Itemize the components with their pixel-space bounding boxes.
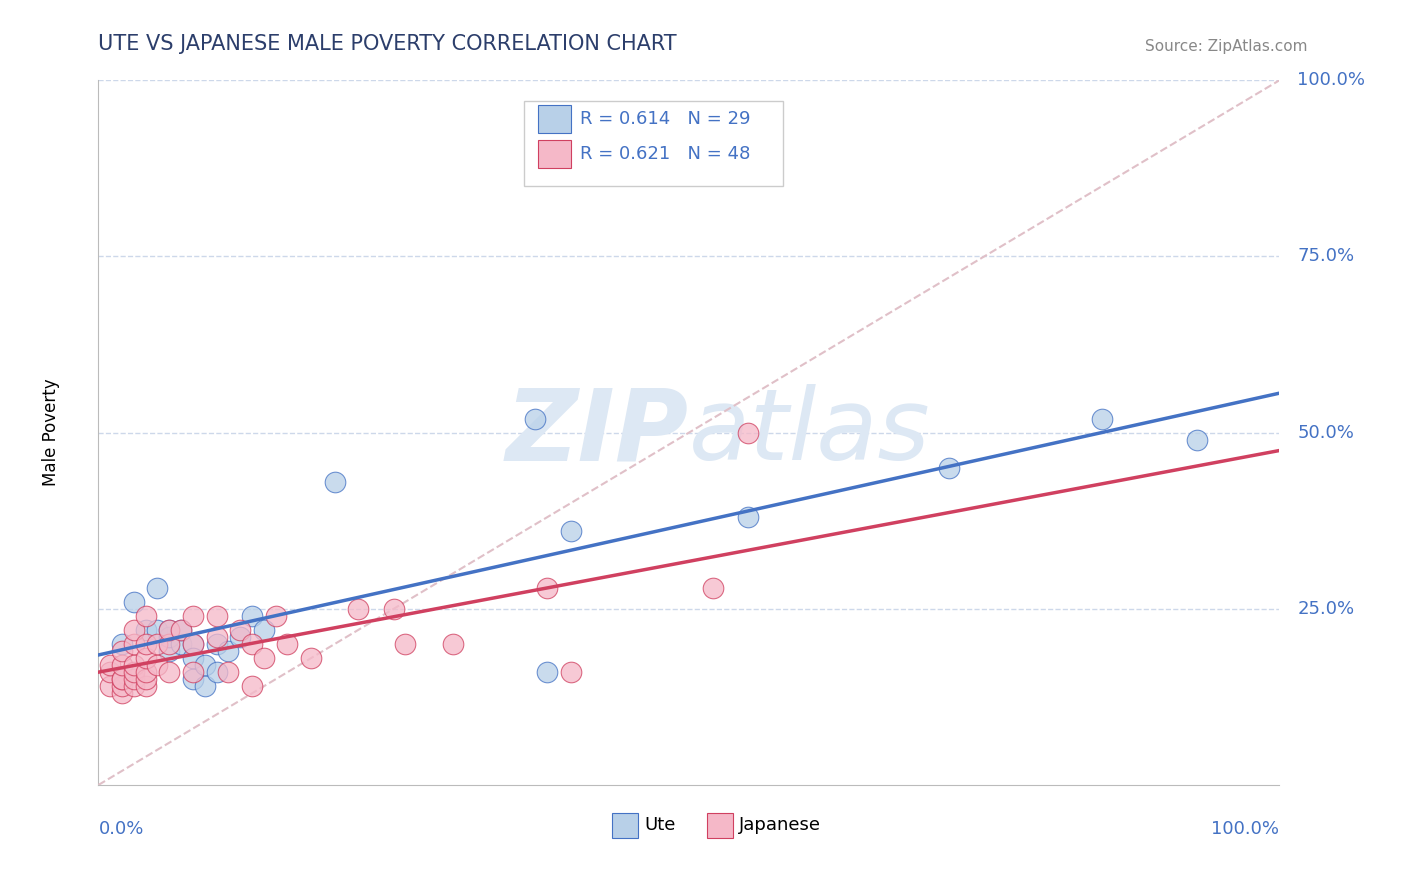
Point	[170, 623, 193, 637]
Point	[240, 637, 263, 651]
Point	[938, 460, 960, 475]
Point	[264, 608, 287, 623]
Point	[157, 637, 180, 651]
Point	[441, 637, 464, 651]
Point	[536, 581, 558, 595]
Point	[135, 608, 157, 623]
Text: 50.0%: 50.0%	[1298, 424, 1354, 442]
Point	[205, 665, 228, 680]
Point	[146, 637, 169, 651]
Point	[229, 630, 252, 644]
Point	[181, 608, 204, 623]
Point	[181, 665, 204, 680]
Point	[122, 637, 145, 651]
Point	[135, 623, 157, 637]
Point	[170, 637, 193, 651]
Point	[111, 686, 134, 700]
Point	[217, 644, 239, 658]
Point	[181, 673, 204, 687]
Point	[135, 651, 157, 665]
Point	[111, 673, 134, 687]
Text: 100.0%: 100.0%	[1298, 71, 1365, 89]
Point	[1091, 411, 1114, 425]
Text: 25.0%: 25.0%	[1298, 599, 1354, 618]
Point	[205, 608, 228, 623]
Point	[181, 637, 204, 651]
Point	[205, 630, 228, 644]
Point	[240, 608, 263, 623]
Point	[122, 595, 145, 609]
Bar	[707, 814, 733, 838]
Point	[276, 637, 298, 651]
Point	[135, 679, 157, 693]
Text: 100.0%: 100.0%	[1212, 821, 1279, 838]
Text: ZIP: ZIP	[506, 384, 689, 481]
Point	[157, 644, 180, 658]
Point	[1185, 433, 1208, 447]
Point	[157, 630, 180, 644]
Text: R = 0.621   N = 48: R = 0.621 N = 48	[581, 145, 751, 163]
Point	[98, 679, 121, 693]
Point	[111, 658, 134, 673]
Point	[135, 637, 157, 651]
Point	[253, 623, 276, 637]
Point	[122, 679, 145, 693]
Text: UTE VS JAPANESE MALE POVERTY CORRELATION CHART: UTE VS JAPANESE MALE POVERTY CORRELATION…	[98, 34, 678, 54]
Point	[229, 623, 252, 637]
Point	[111, 673, 134, 687]
Point	[111, 679, 134, 693]
Text: Male Poverty: Male Poverty	[42, 379, 60, 486]
Point	[737, 510, 759, 524]
Point	[135, 665, 157, 680]
Point	[146, 623, 169, 637]
Point	[122, 665, 145, 680]
Point	[111, 637, 134, 651]
Point	[170, 623, 193, 637]
Point	[146, 581, 169, 595]
FancyBboxPatch shape	[523, 102, 783, 186]
Text: atlas: atlas	[689, 384, 931, 481]
Bar	[537, 140, 571, 169]
Point	[240, 679, 263, 693]
Point	[135, 673, 157, 687]
Text: 0.0%: 0.0%	[98, 821, 143, 838]
Point	[181, 637, 204, 651]
Point	[347, 601, 370, 615]
Text: Ute: Ute	[644, 816, 675, 834]
Point	[253, 651, 276, 665]
Point	[299, 651, 322, 665]
Point	[157, 623, 180, 637]
Point	[157, 623, 180, 637]
Text: 75.0%: 75.0%	[1298, 247, 1354, 266]
Point	[98, 658, 121, 673]
Point	[737, 425, 759, 440]
Text: R = 0.614   N = 29: R = 0.614 N = 29	[581, 110, 751, 128]
Point	[217, 665, 239, 680]
Point	[524, 411, 547, 425]
Point	[205, 637, 228, 651]
Point	[157, 665, 180, 680]
Bar	[612, 814, 638, 838]
Point	[382, 601, 405, 615]
Point	[194, 679, 217, 693]
Point	[560, 524, 582, 539]
Point	[122, 658, 145, 673]
Point	[98, 665, 121, 680]
Point	[323, 475, 346, 489]
Text: Japanese: Japanese	[738, 816, 821, 834]
Text: Source: ZipAtlas.com: Source: ZipAtlas.com	[1144, 38, 1308, 54]
Bar	[537, 105, 571, 133]
Point	[560, 665, 582, 680]
Point	[146, 658, 169, 673]
Point	[394, 637, 416, 651]
Point	[181, 651, 204, 665]
Point	[194, 658, 217, 673]
Point	[536, 665, 558, 680]
Point	[111, 644, 134, 658]
Point	[122, 673, 145, 687]
Point	[122, 623, 145, 637]
Point	[702, 581, 724, 595]
